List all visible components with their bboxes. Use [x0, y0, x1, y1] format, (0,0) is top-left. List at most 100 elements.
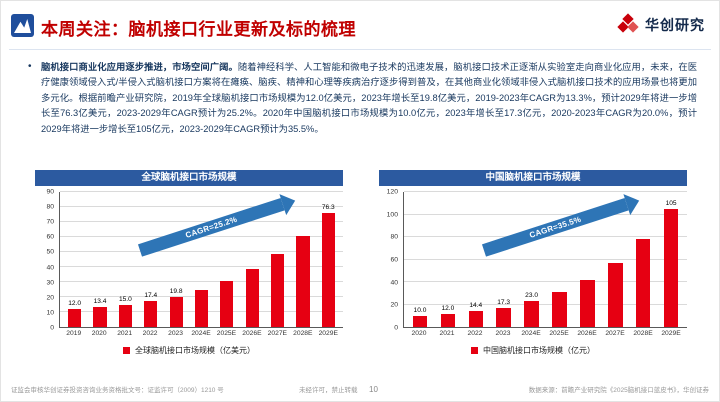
- gridline: [404, 303, 687, 305]
- x-tick-label: 2028E: [293, 330, 313, 337]
- y-tick-label: 60: [46, 233, 54, 241]
- brand-name: 华创研究: [645, 16, 705, 33]
- x-tick-label: 2028E: [633, 330, 653, 337]
- y-tick-label: 20: [390, 301, 398, 309]
- chart-panel-global: 全球脑机接口市场规模 0 10 20 30 40 50 60 70 80 90 12.0 13.4 1…: [35, 170, 343, 356]
- bar-slot: 17.3: [490, 192, 518, 327]
- huachuang-diamonds-icon: [617, 13, 639, 35]
- bar-slot: 13.4: [87, 192, 112, 327]
- gridline: [404, 258, 687, 260]
- bar: [663, 208, 679, 327]
- x-tick-label: 2021: [439, 330, 455, 337]
- x-tick-label: 2026E: [577, 330, 597, 337]
- x-tick-label: 2026E: [242, 330, 262, 337]
- gridline: [60, 281, 343, 282]
- bar: [68, 309, 82, 327]
- bar-slot: [214, 192, 239, 327]
- gridline: [60, 191, 343, 192]
- bar: [580, 279, 595, 327]
- bars: 10.0 12.0 14.4 17.3 23.0 105: [404, 192, 687, 327]
- x-tick-label: 2027E: [267, 330, 288, 337]
- plot-area: 12.0 13.4 15.0 17.4 19.8 76.3 CAGR=25.2%: [59, 191, 343, 328]
- page-title: 本周关注：脑机接口行业更新及标的梳理: [41, 20, 356, 39]
- x-tick-label: 2022: [467, 330, 483, 337]
- x-tick-label: 2020: [411, 330, 427, 337]
- chart-legend: 中国脑机接口市场规模（亿元）: [379, 345, 687, 356]
- bar-value-label: 105: [665, 199, 677, 207]
- bar-value-label: 17.3: [497, 298, 511, 306]
- gridline: [60, 266, 343, 267]
- bar: [608, 262, 623, 327]
- legend-swatch-icon: [471, 347, 478, 354]
- gridline: [60, 206, 343, 207]
- y-tick-label: 70: [46, 218, 54, 226]
- legend-label: 中国脑机接口市场规模（亿元）: [483, 346, 595, 355]
- bar-slot: 105: [657, 192, 685, 327]
- summary-paragraph: • 脑机接口商业化应用逐步推进，市场空间广阔。随着神经科学、人工智能和微电子技术…: [28, 60, 697, 137]
- bar-slot: 15.0: [113, 192, 138, 327]
- bar-slot: [240, 192, 265, 327]
- bar: [321, 212, 335, 327]
- bar-value-label: 76.3: [321, 203, 335, 211]
- bar-value-label: 19.8: [169, 288, 183, 296]
- x-axis: 2020 2021 2022 2023 2024E 2025E 2026E 2027E 2028…: [403, 330, 687, 337]
- bar-slot: [265, 192, 290, 327]
- bar-slot: 23.0: [518, 192, 546, 327]
- x-tick-label: 2029E: [318, 330, 338, 337]
- header-divider: [9, 49, 711, 50]
- chart-title-global: 全球脑机接口市场规模: [35, 170, 343, 186]
- bar: [144, 300, 158, 327]
- copyright-notice: 未经许可，禁止转载: [299, 387, 358, 394]
- y-tick-label: 30: [46, 279, 54, 287]
- gridline: [404, 281, 687, 282]
- bar-value-label: 14.4: [469, 301, 483, 309]
- x-tick-label: 2023: [168, 330, 183, 337]
- bar: [440, 313, 456, 327]
- y-tick-label: 80: [46, 203, 54, 211]
- y-tick-label: 60: [390, 256, 398, 264]
- bar: [635, 239, 651, 327]
- gridline: [60, 251, 343, 252]
- bar: [169, 297, 183, 327]
- bar-slot: [546, 192, 574, 327]
- bar: [496, 307, 511, 327]
- data-source: 数据来源：前瞻产业研究院《2025脑机接口蓝皮书》，华创证券: [528, 387, 709, 394]
- charts-row: 全球脑机接口市场规模 0 10 20 30 40 50 60 70 80 90 12.0 13.4 1…: [35, 170, 687, 356]
- page-number: 10: [369, 385, 378, 394]
- y-tick-label: 20: [46, 294, 54, 302]
- x-tick-label: 2020: [91, 330, 107, 337]
- bar-slot: 14.4: [462, 192, 490, 327]
- bar: [524, 301, 539, 327]
- bar: [245, 268, 259, 327]
- bar-slot: [601, 192, 629, 327]
- y-tick-label: 0: [394, 324, 398, 332]
- x-tick-label: 2029E: [661, 330, 681, 337]
- bar: [468, 310, 484, 327]
- bar: [118, 304, 132, 327]
- x-tick-label: 2024E: [521, 330, 541, 337]
- x-tick-label: 2024E: [191, 330, 211, 337]
- bar: [194, 289, 209, 327]
- y-tick-label: 10: [46, 309, 54, 317]
- legend-swatch-icon: [123, 347, 130, 354]
- paragraph-lead: 脑机接口商业化应用逐步推进，市场空间广阔。: [41, 62, 238, 72]
- bar-slot: 19.8: [163, 192, 188, 327]
- chart-title-china: 中国脑机接口市场规模: [379, 170, 687, 186]
- y-axis: 0 20 40 60 80 100 120: [379, 189, 403, 332]
- bar: [220, 280, 234, 327]
- chart-panel-china: 中国脑机接口市场规模 0 20 40 60 80 100 120 10.0 12.0 14.4 1…: [379, 170, 687, 356]
- bar-slot: 17.4: [138, 192, 163, 327]
- bar-value-label: 15.0: [118, 295, 132, 303]
- gridline: [404, 191, 687, 192]
- x-tick-label: 2022: [142, 330, 158, 337]
- x-tick-label: 2025E: [216, 330, 237, 337]
- license-text: 证监会审核华创证券投资咨询业务资格批文号：证监许可（2009）1210 号: [11, 387, 224, 394]
- x-axis: 2019 2020 2021 2022 2023 2024E 2025E 2026E 2027E…: [59, 330, 343, 337]
- bullet-marker: •: [28, 61, 32, 72]
- legend-label: 全球脑机接口市场规模（亿美元）: [135, 346, 255, 355]
- bar-slot: [189, 192, 214, 327]
- y-tick-label: 50: [46, 248, 54, 256]
- y-tick-label: 40: [390, 279, 398, 287]
- bar: [412, 315, 428, 327]
